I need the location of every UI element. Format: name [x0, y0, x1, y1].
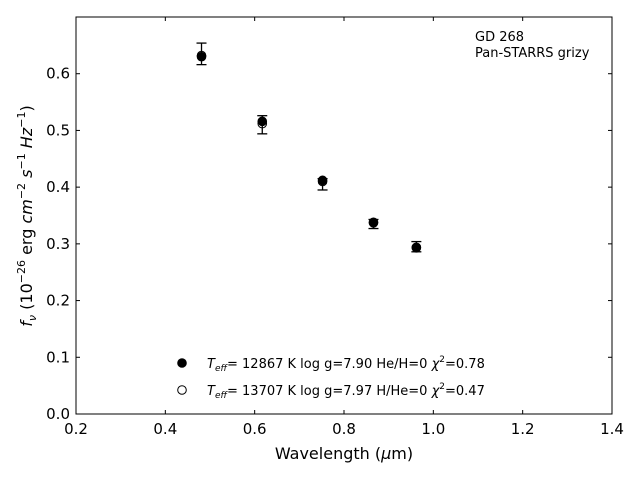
x-tick-label: 0.8 [332, 420, 356, 438]
axis-ticks: 0.2 0.4 0.6 0.8 1.0 1.2 1.4 0.0 0.1 0.2 0.3 0.4 0.5 0… [46, 17, 624, 438]
y-tick-label: 0.2 [46, 292, 70, 310]
y-tick-label: 0.6 [46, 65, 70, 83]
data-point-filled [257, 116, 268, 127]
x-tick-label: 0.2 [64, 420, 88, 438]
y-tick-label: 0.3 [46, 235, 70, 253]
x-tick-label: 1.0 [421, 420, 445, 438]
data-point-open [368, 218, 379, 228]
legend-marker-filled [177, 358, 187, 368]
y-tick-label: 0.5 [46, 121, 70, 139]
error-bars [196, 42, 422, 253]
data-point-open [257, 118, 268, 129]
y-tick-label: 0.4 [46, 178, 70, 196]
data-markers [196, 50, 422, 253]
data-point-open [317, 176, 328, 187]
x-tick-label: 1.2 [511, 420, 535, 438]
data-point-open [196, 50, 207, 61]
legend: Teff= 12867 K log g=7.90 He/H=0 χ2=0.78 … [177, 355, 485, 401]
annotation-object: GD 268 [475, 30, 524, 45]
x-axis-label: Wavelength (μm) [275, 444, 413, 463]
x-tick-label: 1.4 [600, 420, 624, 438]
annotation-survey: Pan-STARRS grizy [475, 46, 590, 61]
x-tick-label: 0.6 [243, 420, 267, 438]
y-axis-label: fν (10−26 erg cm−2 s−1 Hz−1) [15, 105, 39, 326]
plot-frame [75, 16, 613, 415]
y-tick-label: 0.0 [46, 405, 70, 423]
y-tick-label: 0.1 [46, 348, 70, 366]
legend-entry-2: Teff= 13707 K log g=7.97 H/He=0 χ2=0.47 [207, 382, 485, 401]
legend-entry-1: Teff= 12867 K log g=7.90 He/H=0 χ2=0.78 [207, 355, 485, 374]
legend-marker-open [177, 385, 187, 395]
x-tick-label: 0.4 [153, 420, 177, 438]
data-point-open [411, 242, 422, 253]
